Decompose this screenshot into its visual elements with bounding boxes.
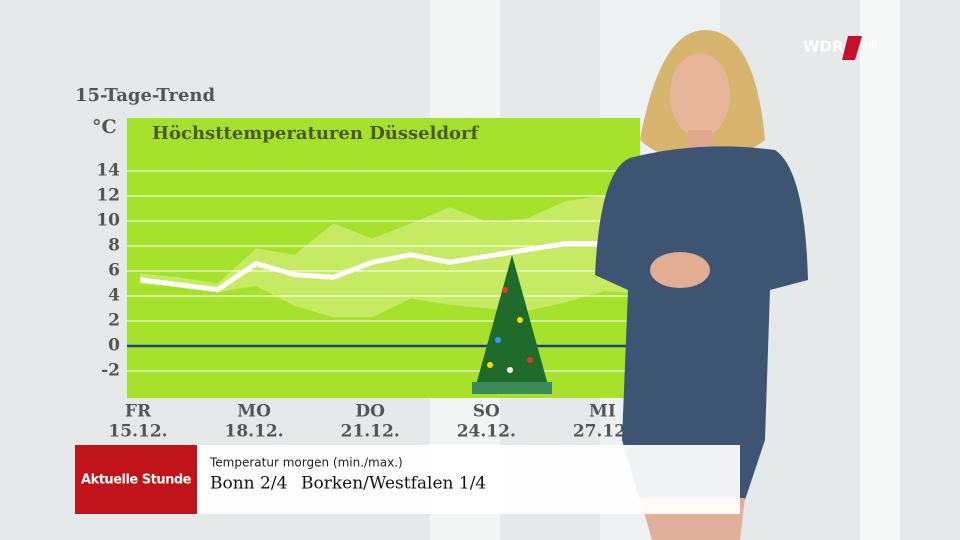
y-tick-label: 14	[96, 161, 120, 181]
x-weekday-label: DO	[355, 402, 385, 422]
heading: 15-Tage-Trend	[75, 85, 216, 106]
x-tick-label: 24.12.	[457, 422, 516, 442]
ornament	[495, 337, 501, 343]
y-tick-label: -2	[101, 361, 120, 381]
city-value: Bonn 2/4	[210, 474, 287, 494]
chart: 15-Tage-Trend °C Höchsttemperaturen Düssel…	[75, 85, 644, 442]
city-value: Borken/Westfalen 1/4	[301, 474, 486, 494]
y-tick-label: 6	[108, 261, 120, 281]
x-tick-label: 27.12.	[573, 422, 632, 442]
ornament	[502, 287, 508, 293]
logo-text: WDR	[803, 38, 844, 56]
temperature-line	[139, 237, 644, 293]
tree-body	[476, 255, 548, 385]
caption-box	[197, 445, 740, 514]
y-tick-label: 10	[96, 211, 120, 231]
x-weekday-label: MO	[237, 402, 271, 422]
ornament	[527, 357, 533, 363]
chart-title: Höchsttemperaturen Düsseldorf	[152, 123, 480, 144]
x-weekday-label: MI	[589, 402, 616, 422]
show-name: Aktuelle Stunde	[81, 473, 192, 488]
caption: Temperatur morgen (min./max.)	[209, 456, 403, 470]
christmas-tree	[472, 255, 552, 394]
presenter	[595, 30, 808, 540]
x-tick-label: 21.12.	[341, 422, 400, 442]
y-tick-label: 0	[108, 336, 120, 356]
x-tick-label: 18.12.	[225, 422, 284, 442]
y-tick-label: 4	[108, 286, 120, 306]
x-tick-label: 15.12.	[108, 422, 167, 442]
ornament	[517, 317, 523, 323]
ornament	[507, 367, 513, 373]
x-weekday-label: FR	[125, 402, 152, 422]
show-box	[75, 445, 197, 514]
y-axis-label: °C	[92, 116, 117, 138]
lower-third: Aktuelle Stunde Temperatur morgen (min./…	[75, 445, 740, 514]
y-tick-label: 2	[108, 311, 120, 331]
tree-presents	[472, 382, 552, 394]
ornament	[487, 362, 493, 368]
logo: WDR HD	[803, 36, 877, 60]
x-weekday-label: SO	[473, 402, 500, 422]
y-tick-label: 12	[96, 186, 120, 206]
y-tick-label: 8	[108, 236, 120, 256]
panel	[860, 0, 900, 540]
logo-suffix: HD	[865, 41, 877, 50]
